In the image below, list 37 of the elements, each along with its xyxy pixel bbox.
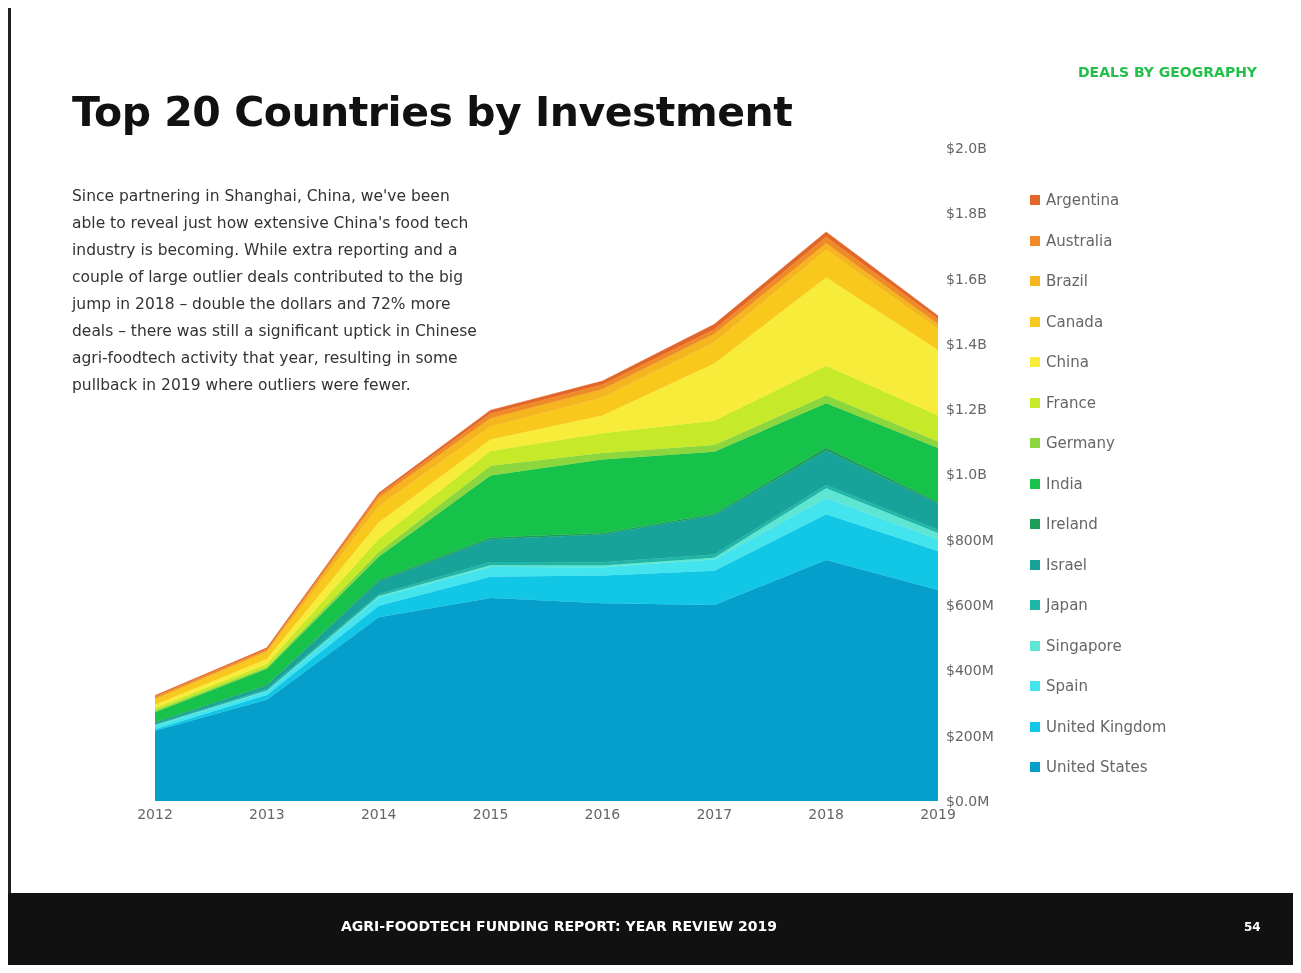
y-tick-label: $1.2B [946, 401, 987, 418]
x-tick-label: 2012 [137, 805, 173, 822]
legend-label: United States [1046, 758, 1148, 777]
text: 54 [1244, 920, 1261, 934]
legend-label: Spain [1046, 677, 1088, 696]
y-tick-label: $1.0B [946, 466, 987, 483]
chart-title: Top 20 Countries by Investment [72, 88, 793, 136]
y-tick-label: $600M [946, 597, 994, 614]
legend-label: China [1046, 353, 1089, 372]
text: AGRI-FOODTECH FUNDING REPORT: YEAR REVIEW 2019 [341, 918, 777, 934]
x-tick-label: 2013 [249, 805, 285, 822]
legend-label: Argentina [1046, 191, 1120, 210]
legend-label: Ireland [1046, 515, 1098, 534]
legend-label: Australia [1046, 231, 1113, 250]
legend-label: India [1046, 474, 1083, 493]
y-tick-label: $2.0B [946, 139, 987, 156]
legend-label: Brazil [1046, 272, 1088, 291]
legend-label: United Kingdom [1046, 717, 1167, 736]
y-tick-label: $200M [946, 727, 994, 744]
legend-label: Germany [1046, 434, 1115, 453]
y-tick-label: $1.6B [946, 270, 987, 287]
legend-label: Canada [1046, 312, 1104, 331]
legend-label: Japan [1046, 596, 1088, 615]
x-tick-label: 2015 [472, 805, 509, 822]
x-tick-label: 2014 [360, 805, 397, 822]
annotation: Since partnering in Shanghai, China, we've been able to reveal just how extensive China's food tech industry is becoming. While extra reporting and a couple of large outlier deals contributed to the big jump in 2018 – double the dollars and 72% more deals – there was still a significant uptick in Chinese agri-foodtech activity that year, resulting in some pullback in 2019 where outliers were fewer. [72, 186, 478, 396]
legend-label: France [1046, 393, 1096, 412]
x-tick-label: 2016 [584, 805, 621, 822]
y-tick-label: $1.8B [946, 205, 987, 222]
legend-label: Israel [1046, 555, 1087, 574]
x-tick-label: 2017 [696, 805, 733, 822]
text: DEALS BY GEOGRAPHY [1078, 64, 1257, 80]
legend-label: Singapore [1046, 636, 1122, 655]
x-tick-label: 2018 [808, 805, 844, 822]
y-tick-label: $800M [946, 531, 994, 548]
y-tick-label: $400M [946, 662, 994, 679]
y-tick-label: $1.4B [946, 335, 987, 352]
